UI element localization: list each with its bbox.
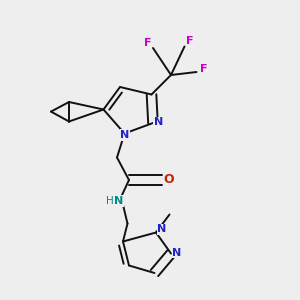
Text: F: F	[200, 64, 208, 74]
Text: N: N	[172, 248, 182, 258]
Text: N: N	[115, 196, 124, 206]
Text: F: F	[144, 38, 152, 48]
Text: N: N	[121, 130, 130, 140]
Text: F: F	[186, 36, 194, 46]
Text: N: N	[158, 224, 166, 235]
Text: N: N	[154, 117, 163, 128]
Text: O: O	[163, 172, 174, 186]
Text: H: H	[106, 196, 114, 206]
